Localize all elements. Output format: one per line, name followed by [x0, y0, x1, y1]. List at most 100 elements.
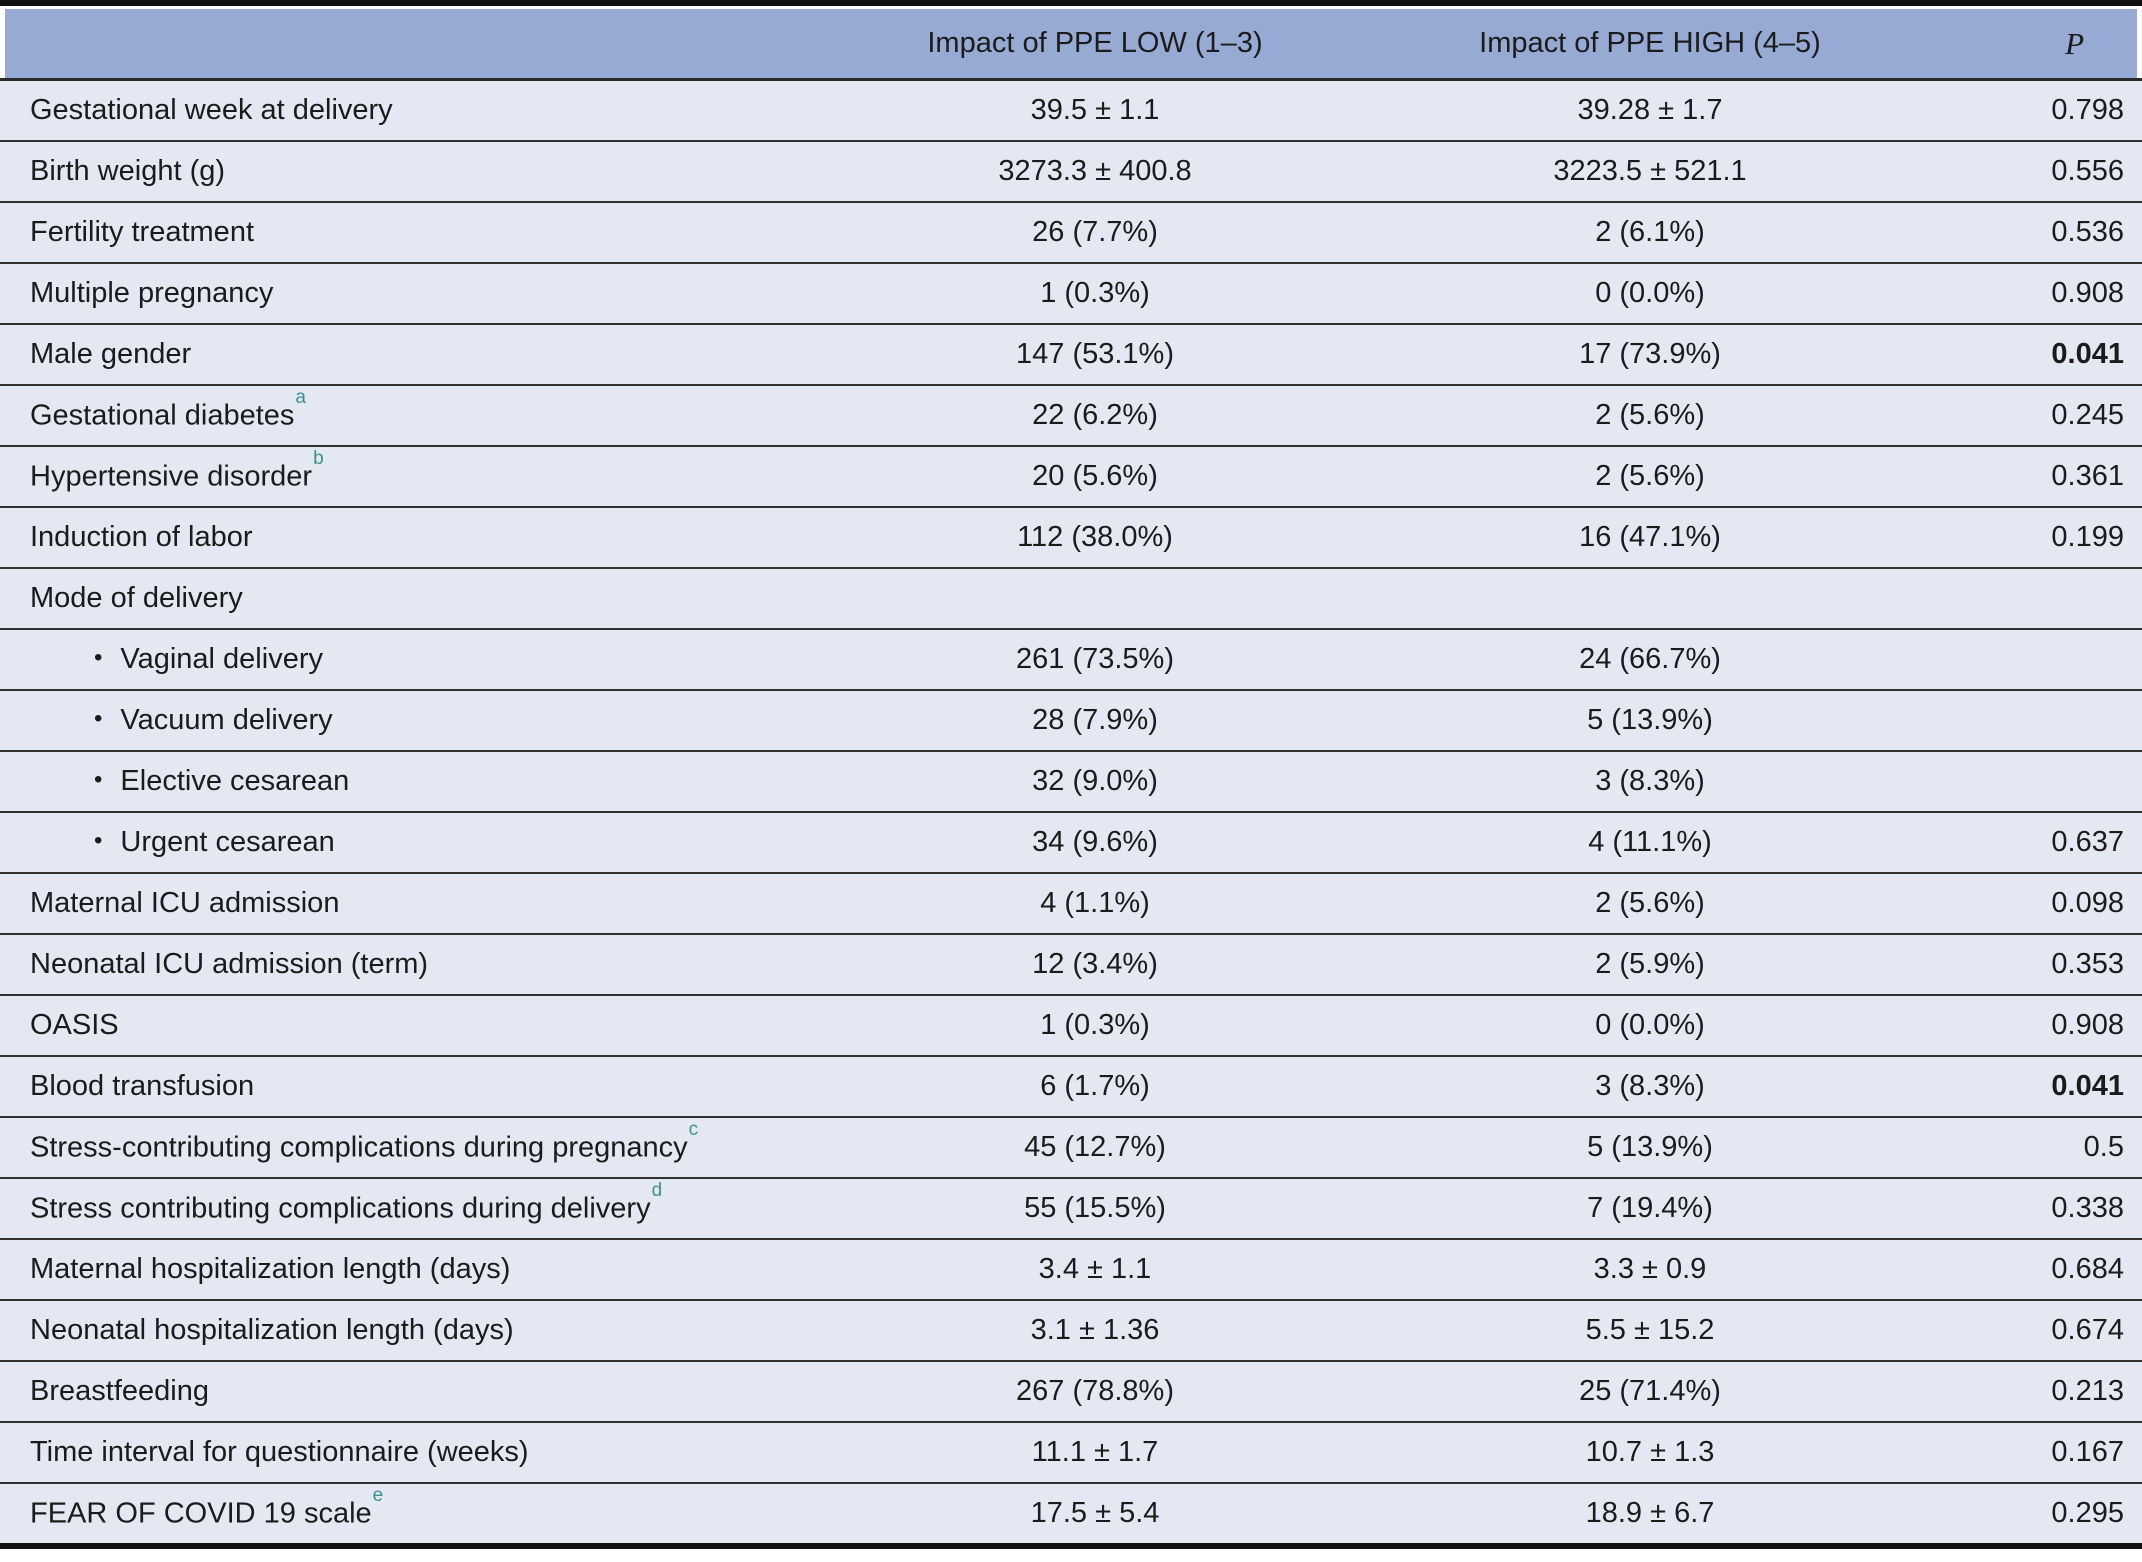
row-label: Multiple pregnancy [0, 277, 870, 310]
table-header-row: Impact of PPE LOW (1–3) Impact of PPE HI… [5, 9, 2137, 78]
table-row: Hypertensive disorderb 20 (5.6%) 2 (5.6%) 0… [0, 447, 2142, 508]
table-row: Induction of labor 112 (38.0%) 16 (47.1%) 0… [0, 508, 2142, 569]
row-label-text: Neonatal hospitalization length (days) [30, 1314, 514, 1346]
value-ppe-low: 11.1 ± 1.7 [1031, 1436, 1159, 1468]
header-ppe-high: Impact of PPE HIGH (4–5) [1479, 27, 1821, 59]
row-label: Stress-contributing complications during… [0, 1119, 870, 1165]
row-label: Breastfeeding [0, 1375, 870, 1408]
row-label: Gestational diabetesa [0, 387, 870, 433]
p-value: 0.798 [2051, 94, 2124, 126]
row-label: Mode of delivery [0, 582, 870, 615]
footnote-marker: e [372, 1485, 384, 1507]
value-ppe-low: 4 (1.1%) [1040, 887, 1150, 919]
table-row: Breastfeeding 267 (78.8%) 25 (71.4%) 0.213 [0, 1362, 2142, 1423]
row-label: Neonatal hospitalization length (days) [0, 1314, 870, 1347]
value-ppe-low: 1 (0.3%) [1040, 1009, 1150, 1041]
row-label: Blood transfusion [0, 1070, 870, 1103]
value-ppe-high: 25 (71.4%) [1579, 1375, 1721, 1407]
value-ppe-high: 10.7 ± 1.3 [1585, 1436, 1715, 1468]
value-ppe-high: 2 (5.9%) [1595, 948, 1705, 980]
p-value: 0.353 [2051, 948, 2124, 980]
row-label: Stress contributing complications during… [0, 1180, 870, 1226]
table-top-border [0, 0, 2142, 6]
table-row: Fertility treatment 26 (7.7%) 2 (6.1%) 0.53… [0, 203, 2142, 264]
header-divider [0, 78, 2142, 81]
table-row: Male gender 147 (53.1%) 17 (73.9%) 0.041 [0, 325, 2142, 386]
table-row: FEAR OF COVID 19 scalee 17.5 ± 5.4 18.9 ± … [0, 1484, 2142, 1543]
row-label-text: Vacuum delivery [120, 704, 333, 736]
value-ppe-low: 39.5 ± 1.1 [1030, 94, 1160, 126]
value-ppe-high: 39.28 ± 1.7 [1577, 94, 1723, 126]
value-ppe-low: 17.5 ± 5.4 [1030, 1497, 1160, 1529]
row-label: • Elective cesarean [0, 765, 870, 798]
row-label-text: Time interval for questionnaire (weeks) [30, 1436, 529, 1468]
table-row: Stress contributing complications during… [0, 1179, 2142, 1240]
p-value: 0.536 [2051, 216, 2124, 248]
row-label-text: Neonatal ICU admission (term) [30, 948, 429, 980]
value-ppe-high: 2 (5.6%) [1595, 460, 1705, 492]
row-label-text: Gestational week at delivery [30, 94, 393, 126]
p-value: 0.674 [2051, 1314, 2124, 1346]
footnote-marker: c [688, 1119, 699, 1141]
value-ppe-high: 2 (5.6%) [1595, 887, 1705, 919]
row-label: OASIS [0, 1009, 870, 1042]
table-row: Gestational diabetesa 22 (6.2%) 2 (5.6%) 0.… [0, 386, 2142, 447]
row-label-text: Multiple pregnancy [30, 277, 274, 309]
row-label-text: Elective cesarean [120, 765, 350, 797]
footnote-marker: d [651, 1180, 663, 1202]
value-ppe-low: 22 (6.2%) [1032, 399, 1158, 431]
row-label: Birth weight (g) [0, 155, 870, 188]
bullet-icon: • [94, 766, 103, 794]
row-label-text: Birth weight (g) [30, 155, 226, 187]
row-label: • Vacuum delivery [0, 704, 870, 737]
bullet-icon: • [94, 705, 103, 733]
value-ppe-high: 0 (0.0%) [1595, 277, 1705, 309]
table-row: Maternal hospitalization length (days) 3.… [0, 1240, 2142, 1301]
value-ppe-low: 6 (1.7%) [1040, 1070, 1150, 1102]
row-label: Fertility treatment [0, 216, 870, 249]
value-ppe-high: 3223.5 ± 521.1 [1553, 155, 1747, 187]
bullet-icon: • [94, 827, 103, 855]
table-row: Neonatal ICU admission (term) 12 (3.4%) 2 … [0, 935, 2142, 996]
row-label-text: Male gender [30, 338, 192, 370]
p-value: 0.199 [2051, 521, 2124, 553]
value-ppe-high: 5.5 ± 15.2 [1585, 1314, 1715, 1346]
table-row: Blood transfusion 6 (1.7%) 3 (8.3%) 0.041 [0, 1057, 2142, 1118]
row-label-text: Stress-contributing complications during… [30, 1131, 688, 1164]
value-ppe-high: 0 (0.0%) [1595, 1009, 1705, 1041]
table-top-gap [0, 6, 2142, 9]
row-label-text: OASIS [30, 1009, 119, 1041]
table-body: Gestational week at delivery 39.5 ± 1.1 39… [0, 81, 2142, 1543]
value-ppe-low: 12 (3.4%) [1032, 948, 1158, 980]
header-ppe-low: Impact of PPE LOW (1–3) [927, 27, 1263, 59]
row-label: Induction of labor [0, 521, 870, 554]
p-value: 0.245 [2051, 399, 2124, 431]
value-ppe-high: 2 (5.6%) [1595, 399, 1705, 431]
table-row: Stress-contributing complications during… [0, 1118, 2142, 1179]
p-value: 0.908 [2051, 277, 2124, 309]
p-value: 0.213 [2051, 1375, 2124, 1407]
value-ppe-low: 32 (9.0%) [1032, 765, 1158, 797]
row-label-text: Induction of labor [30, 521, 253, 553]
p-value: 0.684 [2051, 1253, 2124, 1285]
value-ppe-low: 261 (73.5%) [1016, 643, 1174, 675]
header-p-value: P [2065, 25, 2084, 61]
p-value: 0.041 [2051, 338, 2124, 370]
value-ppe-low: 3.4 ± 1.1 [1038, 1253, 1152, 1285]
table-row: Time interval for questionnaire (weeks) 1… [0, 1423, 2142, 1484]
table-row: OASIS 1 (0.3%) 0 (0.0%) 0.908 [0, 996, 2142, 1057]
table-row: • Vacuum delivery 28 (7.9%) 5 (13.9%) [0, 691, 2142, 752]
table-row: • Vaginal delivery 261 (73.5%) 24 (66.7%) [0, 630, 2142, 691]
row-label: Time interval for questionnaire (weeks) [0, 1436, 870, 1469]
row-label: Maternal ICU admission [0, 887, 870, 920]
value-ppe-low: 3273.3 ± 400.8 [998, 155, 1192, 187]
row-label-text: Gestational diabetes [30, 399, 295, 432]
value-ppe-low: 20 (5.6%) [1032, 460, 1158, 492]
value-ppe-low: 1 (0.3%) [1040, 277, 1150, 309]
value-ppe-high: 3 (8.3%) [1595, 765, 1705, 797]
table-row: Multiple pregnancy 1 (0.3%) 0 (0.0%) 0.908 [0, 264, 2142, 325]
row-label: • Urgent cesarean [0, 826, 870, 859]
row-label-text: Breastfeeding [30, 1375, 209, 1407]
value-ppe-low: 267 (78.8%) [1016, 1375, 1174, 1407]
value-ppe-high: 5 (13.9%) [1587, 1131, 1713, 1163]
